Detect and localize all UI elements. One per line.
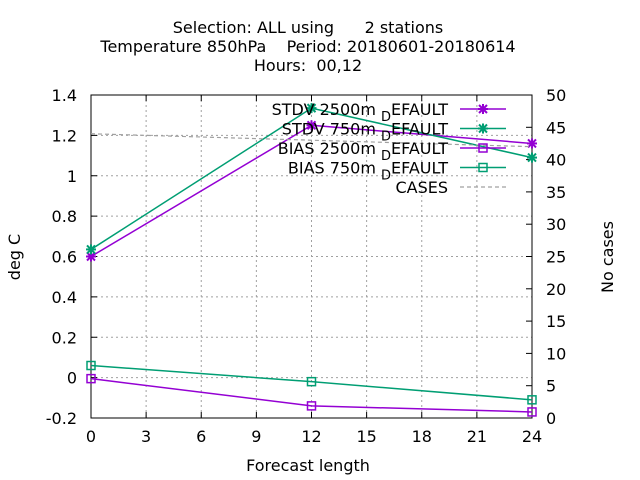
- data-point: [86, 244, 96, 255]
- legend-entry-1: STDV 750m DEFAULT: [282, 120, 506, 145]
- y-tick-label: 0.2: [52, 328, 77, 347]
- y2-axis-label: No cases: [598, 221, 617, 293]
- legend-entry-2: BIAS 2500m DEFAULT: [278, 139, 506, 164]
- data-point: [306, 401, 317, 411]
- data-point: [527, 138, 537, 149]
- series-line: [90, 364, 533, 401]
- y-tick-label: -0.2: [46, 409, 77, 428]
- series-line: [90, 377, 533, 413]
- legend-entry-0: STDV 2500m DEFAULT: [272, 100, 506, 125]
- x-axis-label: Forecast length: [246, 456, 370, 475]
- series-layer: [86, 103, 537, 417]
- legend-entry-3: BIAS 750m DEFAULT: [288, 159, 506, 184]
- data-point: [306, 103, 317, 114]
- x-tick-label: 15: [356, 427, 376, 446]
- x-tick-label: 6: [196, 427, 206, 446]
- x-tick-label: 9: [251, 427, 261, 446]
- y2-tick-label: 20: [546, 280, 566, 299]
- data-point: [527, 395, 537, 405]
- y2-tick-label: 30: [546, 215, 566, 234]
- y2-tick-label: 35: [546, 183, 566, 202]
- data-point: [306, 376, 317, 387]
- legend-marker: [478, 143, 488, 153]
- y2-tick-label: 50: [546, 86, 566, 105]
- y-tick-label: 1.2: [52, 126, 77, 145]
- legend-label: BIAS 2500m DEFAULT: [278, 139, 449, 164]
- y2-tick-label: 10: [546, 344, 566, 363]
- y-tick-label: 0.4: [52, 288, 77, 307]
- x-tick-label: 0: [86, 427, 96, 446]
- y-axis-label: deg C: [5, 234, 24, 280]
- legend-entry-4: CASES: [395, 178, 506, 197]
- data-point: [86, 373, 96, 384]
- y-tick-label: 0: [67, 369, 77, 388]
- data-point: [86, 360, 96, 371]
- x-axis-ticks: 0 3 6 9 12 15 18 21 24: [86, 95, 542, 446]
- chart-title-line-2: Temperature 850hPa Period: 20180601-2018…: [99, 37, 515, 56]
- x-tick-label: 12: [301, 427, 321, 446]
- x-tick-label: 24: [522, 427, 542, 446]
- y-axis-ticks: -0.2 0 0.2 0.4 0.6 0.8 1 1.2 1.4: [46, 86, 97, 428]
- data-point: [306, 120, 317, 131]
- y2-tick-label: 25: [546, 248, 566, 267]
- y2-tick-label: 15: [546, 312, 566, 331]
- series-0: [86, 120, 537, 262]
- series-3: [86, 360, 537, 405]
- legend-label: BIAS 750m DEFAULT: [288, 159, 448, 184]
- legend-marker: [478, 123, 488, 134]
- data-point: [527, 152, 537, 163]
- chart-title-line-1: Selection: ALL using 2 stations: [173, 18, 443, 37]
- legend-label: CASES: [395, 178, 448, 197]
- y2-tick-label: 40: [546, 151, 566, 170]
- series-2: [86, 373, 537, 417]
- legend-marker: [478, 162, 488, 173]
- x-tick-label: 21: [467, 427, 487, 446]
- y-tick-label: 0.6: [52, 248, 77, 267]
- y2-tick-label: 45: [546, 118, 566, 137]
- series-4: [90, 133, 533, 148]
- legend-label: STDV 2500m DEFAULT: [272, 100, 449, 125]
- legend-label: STDV 750m DEFAULT: [282, 120, 448, 145]
- x-tick-label: 18: [412, 427, 432, 446]
- x-tick-label: 3: [141, 427, 151, 446]
- y2-axis-ticks: 0 5 10 15 20 25 30 35 40 45 50: [526, 86, 566, 428]
- series-line: [90, 133, 533, 148]
- legend-marker: [478, 104, 488, 114]
- y-tick-label: 1: [67, 167, 77, 186]
- y-tick-label: 1.4: [52, 86, 77, 105]
- chart-title-line-3: Hours: 00,12: [254, 56, 362, 75]
- y2-tick-label: 5: [546, 377, 556, 396]
- series-1: [86, 103, 537, 255]
- data-point: [527, 407, 537, 417]
- y-tick-label: 0.8: [52, 207, 77, 226]
- y2-tick-label: 0: [546, 409, 556, 428]
